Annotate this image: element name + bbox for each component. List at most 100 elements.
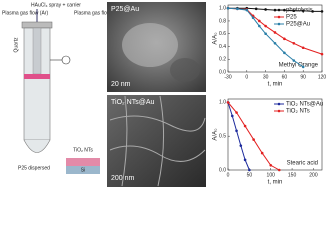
data-point xyxy=(320,10,324,13)
y-tick-label: 0.5 xyxy=(219,134,226,140)
quartz-label: Quartz xyxy=(13,37,19,53)
data-point xyxy=(283,8,286,12)
x-tick-label: -30 xyxy=(224,74,231,80)
x-tick-label: 30 xyxy=(263,74,269,80)
data-point xyxy=(236,7,239,11)
data-point xyxy=(235,129,238,133)
spray-label: HAuCl₄ spray + carrier xyxy=(31,2,81,8)
particle xyxy=(122,23,178,67)
data-point xyxy=(248,168,251,172)
bulb xyxy=(23,139,51,153)
data-point xyxy=(301,46,305,50)
schematic: HAuCl₄ spray + carrier Plasma gas flow (… xyxy=(2,2,120,174)
x-tick-label: 100 xyxy=(267,172,276,178)
legend-label: P25 xyxy=(286,15,297,21)
data-point xyxy=(235,111,238,114)
data-point xyxy=(226,6,230,10)
data-point xyxy=(230,114,234,118)
data-point xyxy=(264,24,267,28)
charts: 0.0 0.2 0.4 0.6 0.8 1.0 -30 0 30 60 90 120 t, min A/A… xyxy=(213,4,327,186)
nanotube-texture xyxy=(109,95,206,187)
x-tick-label: 120 xyxy=(318,74,327,80)
data-point xyxy=(226,101,230,104)
y-tick-label: 1.0 xyxy=(219,6,226,12)
plasma xyxy=(24,74,50,79)
data-point xyxy=(273,31,277,34)
legend-marker xyxy=(277,8,281,12)
x-axis-label: t, min xyxy=(268,82,283,88)
gas-label: Plasma gas flow (Ar) xyxy=(74,10,120,16)
legend-label: TiO₂ NTs@Au xyxy=(286,102,323,108)
scale-label: 200 nm xyxy=(111,175,135,182)
data-point xyxy=(292,41,296,45)
y-tick-label: 0.0 xyxy=(219,167,226,173)
gas-label: Plasma gas flow (Ar) xyxy=(2,10,48,16)
data-point xyxy=(269,163,273,167)
legend-label: photolysis xyxy=(286,8,313,14)
source xyxy=(61,55,71,65)
y-tick-label: 0.4 xyxy=(219,44,226,50)
scale-label: 20 nm xyxy=(111,81,131,88)
x-tick-label: 50 xyxy=(247,172,253,178)
nts-inset xyxy=(66,158,100,166)
cap xyxy=(21,21,53,29)
data-point xyxy=(301,65,305,69)
data-point xyxy=(283,37,286,41)
data-point xyxy=(264,32,267,36)
data-point xyxy=(320,52,324,56)
nts-label: TiO₂ NTs xyxy=(73,147,93,153)
legend-marker xyxy=(277,22,281,26)
dispersed-label: P25 dispersed xyxy=(18,165,50,171)
legend-marker xyxy=(277,15,281,19)
y-tick-label: 0.2 xyxy=(219,57,226,63)
image-label: P25@Au xyxy=(111,6,139,13)
x-tick-label: 200 xyxy=(309,172,318,178)
data-point xyxy=(245,8,249,12)
series-line xyxy=(227,102,250,171)
data-point xyxy=(264,8,267,11)
data-point xyxy=(283,51,286,55)
si-substrate xyxy=(66,166,100,174)
x-tick-label: 0 xyxy=(227,172,230,178)
data-point xyxy=(260,151,264,155)
x-tick-label: 90 xyxy=(300,74,306,80)
data-point xyxy=(254,7,258,11)
data-point xyxy=(258,24,261,28)
data-point xyxy=(273,41,277,45)
series-line xyxy=(227,7,304,68)
data-point xyxy=(301,9,305,13)
plot-area xyxy=(227,4,323,73)
particle xyxy=(170,58,200,82)
y-tick-label: 0.6 xyxy=(219,31,226,37)
y-tick-label: 0.0 xyxy=(219,69,226,75)
y-tick-label: 1.0 xyxy=(219,100,226,106)
figure: HAuCl₄ spray + carrier Plasma gas flow (… xyxy=(2,2,327,187)
inner-tube xyxy=(32,27,42,75)
image-label: TiO₂ NTs@Au xyxy=(111,99,155,106)
data-point xyxy=(243,158,247,162)
x-tick-label: 60 xyxy=(282,74,288,80)
annotation: Stearic acid xyxy=(287,161,318,167)
data-point xyxy=(258,19,261,23)
legend-label: TiO₂ NTs xyxy=(286,109,310,115)
y-axis-label: A/A₀ xyxy=(213,128,219,141)
legend-marker xyxy=(277,102,281,106)
data-point xyxy=(239,144,243,147)
data-point xyxy=(243,124,247,128)
data-point xyxy=(251,16,255,20)
tem-image xyxy=(107,95,206,187)
x-tick-label: 150 xyxy=(288,172,297,178)
legend-marker xyxy=(277,109,281,113)
x-tick-label: 0 xyxy=(245,74,248,80)
annotation: Methyl Orange xyxy=(279,63,319,69)
x-axis-label: t, min xyxy=(268,180,283,186)
data-point xyxy=(311,10,314,13)
si-label: Si xyxy=(81,167,85,173)
data-point xyxy=(292,9,296,13)
y-tick-label: 0.8 xyxy=(219,18,226,24)
data-point xyxy=(277,168,281,172)
y-axis-label: A/A₀ xyxy=(213,32,219,45)
data-point xyxy=(252,138,255,141)
data-point xyxy=(292,59,296,62)
legend-label: P25@Au xyxy=(286,22,310,28)
